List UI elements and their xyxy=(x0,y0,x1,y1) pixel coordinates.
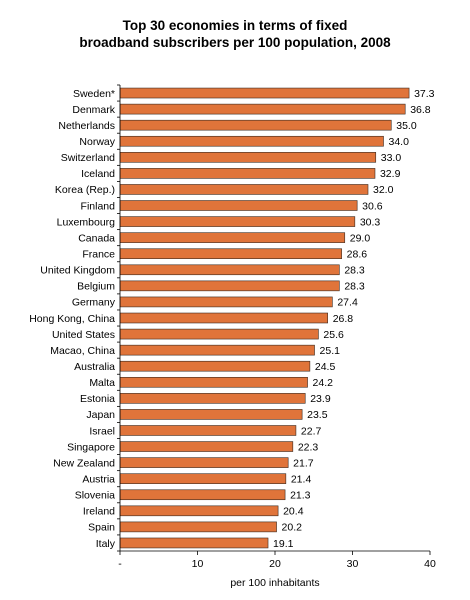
category-label: Germany xyxy=(72,297,116,309)
category-label: Italy xyxy=(96,538,116,550)
bar xyxy=(119,87,410,99)
bar xyxy=(119,135,384,147)
data-label: 22.7 xyxy=(301,425,322,437)
bar xyxy=(119,409,303,420)
bar xyxy=(119,537,269,549)
data-label: 32.0 xyxy=(373,184,394,196)
category-label: Japan xyxy=(86,409,115,421)
data-label: 33.0 xyxy=(381,152,402,164)
bar xyxy=(119,457,289,468)
data-label: 29.0 xyxy=(350,232,371,244)
category-label: Hong Kong, China xyxy=(29,313,115,325)
bar xyxy=(119,184,369,195)
data-label: 28.3 xyxy=(344,265,365,277)
data-label: 20.4 xyxy=(283,506,304,518)
category-label: Malta xyxy=(89,377,115,389)
data-label: 21.7 xyxy=(293,457,314,469)
data-label: 36.8 xyxy=(410,104,431,116)
data-label: 21.3 xyxy=(290,490,311,502)
chart-title: Top 30 economies in terms of fixed broad… xyxy=(0,17,470,51)
bar xyxy=(119,521,277,533)
x-tick-label: - xyxy=(118,558,122,570)
category-label: Singapore xyxy=(67,441,115,453)
category-label: Iceland xyxy=(81,168,115,180)
category-label: France xyxy=(82,249,115,261)
bar xyxy=(119,103,406,115)
bars-layer: Sweden* 37.3 Denmark 36.8 Netherlands 35.0 Nor… xyxy=(29,87,435,550)
data-label: 25.1 xyxy=(320,345,341,357)
bar xyxy=(119,376,308,388)
category-label: United Kingdom xyxy=(40,265,115,277)
x-tick-label: 10 xyxy=(192,558,204,570)
data-label: 37.3 xyxy=(414,88,435,100)
bar xyxy=(119,216,356,227)
x-tick-label: 30 xyxy=(347,558,359,570)
category-label: Switzerland xyxy=(61,152,115,164)
chart-title-line-1: Top 30 economies in terms of fixed xyxy=(122,18,348,33)
bar xyxy=(119,505,279,517)
bar xyxy=(119,473,287,484)
data-label: 24.5 xyxy=(315,361,336,373)
category-label: Denmark xyxy=(72,104,115,116)
bar xyxy=(119,248,342,260)
category-label: Belgium xyxy=(77,281,115,293)
x-tick-label: 20 xyxy=(269,558,281,570)
bar xyxy=(119,441,294,452)
data-label: 26.8 xyxy=(333,313,354,325)
bar xyxy=(119,168,376,179)
category-label: Spain xyxy=(88,522,115,534)
bar xyxy=(119,328,319,340)
category-label: Luxembourg xyxy=(57,216,116,228)
bar xyxy=(119,280,340,292)
axes-layer: - 10 20 30 40 xyxy=(117,84,436,570)
bar xyxy=(119,152,377,163)
data-label: 34.0 xyxy=(389,136,410,148)
data-label: 23.5 xyxy=(307,409,328,421)
bar xyxy=(119,393,306,404)
data-label: 19.1 xyxy=(273,538,294,550)
category-label: Australia xyxy=(74,361,115,373)
data-label: 25.6 xyxy=(323,329,344,341)
bar xyxy=(119,119,392,131)
data-label: 27.4 xyxy=(337,297,358,309)
category-label: New Zealand xyxy=(53,457,115,469)
bar xyxy=(119,296,333,308)
data-label: 30.3 xyxy=(360,216,381,228)
bar xyxy=(119,312,328,324)
category-label: Austria xyxy=(82,473,115,485)
chart-title-line-2: broadband subscribers per 100 population… xyxy=(79,35,391,50)
data-label: 23.9 xyxy=(310,393,331,405)
bar xyxy=(119,344,315,356)
category-label: Finland xyxy=(81,200,116,212)
category-label: Macao, China xyxy=(50,345,115,357)
x-axis-title: per 100 inhabitants xyxy=(230,577,319,589)
bar xyxy=(119,232,346,243)
data-label: 24.2 xyxy=(313,377,334,389)
data-label: 30.6 xyxy=(362,200,383,212)
bar xyxy=(119,264,340,276)
bar xyxy=(119,200,358,211)
category-label: Korea (Rep.) xyxy=(55,184,115,196)
data-label: 28.6 xyxy=(347,249,368,261)
category-label: Estonia xyxy=(80,393,115,405)
data-label: 22.3 xyxy=(298,441,319,453)
category-label: Sweden* xyxy=(73,88,115,100)
data-label: 20.2 xyxy=(282,522,303,534)
x-tick-label: 40 xyxy=(424,558,436,570)
category-label: Slovenia xyxy=(75,490,115,502)
category-label: Israel xyxy=(89,425,115,437)
bar xyxy=(119,489,286,501)
category-label: Ireland xyxy=(83,506,115,518)
category-label: United States xyxy=(52,329,115,341)
bar xyxy=(119,425,297,436)
bar xyxy=(119,360,311,372)
data-label: 32.9 xyxy=(380,168,401,180)
category-label: Netherlands xyxy=(58,120,115,132)
category-label: Norway xyxy=(79,136,115,148)
data-label: 21.4 xyxy=(291,473,312,485)
data-label: 28.3 xyxy=(344,281,365,293)
data-label: 35.0 xyxy=(396,120,417,132)
category-label: Canada xyxy=(78,232,115,244)
